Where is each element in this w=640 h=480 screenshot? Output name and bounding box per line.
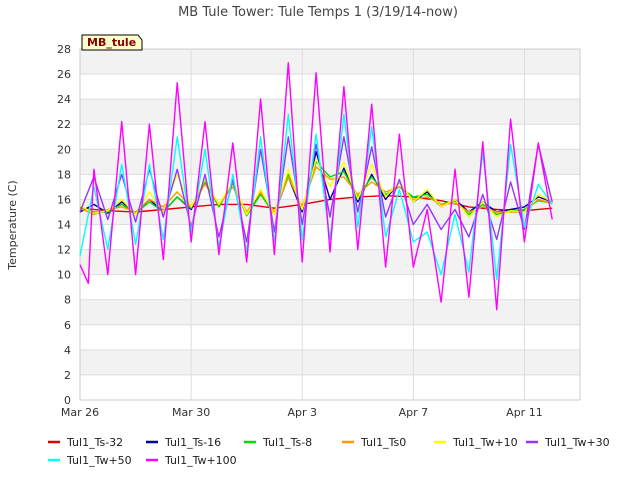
y-tick-label: 28: [57, 43, 71, 56]
legend-label: Tul1_Tw+10: [452, 436, 518, 449]
legend-label: Tul1_Ts-16: [164, 436, 221, 449]
chart-title: MB Tule Tower: Tule Temps 1 (3/19/14-now…: [178, 5, 458, 20]
series-line-Tul1_Tw+100: [79, 62, 553, 311]
x-tick-label: Mar 26: [61, 406, 99, 419]
y-tick-label: 12: [57, 244, 71, 257]
y-tick-label: 10: [57, 269, 71, 282]
plot-band: [80, 299, 580, 325]
y-tick-label: 6: [64, 319, 71, 332]
legend-label: Tul1_Tw+30: [544, 436, 610, 449]
legend-label: Tul1_Ts0: [360, 436, 406, 449]
y-tick-label: 18: [57, 168, 71, 181]
badge-shape: [81, 34, 143, 51]
legend-label: Tul1_Tw+50: [66, 454, 132, 467]
y-tick-label: 20: [57, 143, 71, 156]
y-tick-label: 16: [57, 193, 71, 206]
legend: Tul1_Ts-32 Tul1_Ts-16 Tul1_Ts-8 Tul1_Ts0 Tul…: [48, 436, 610, 467]
plot-band: [80, 49, 580, 75]
legend-label: Tul1_Ts-8: [262, 436, 312, 449]
plot-band: [80, 249, 580, 275]
station-badge: MB_tule: [81, 34, 143, 51]
y-tick-label: 4: [64, 344, 71, 357]
legend-label: Tul1_Tw+100: [164, 454, 237, 467]
x-tick-label: Apr 7: [399, 406, 429, 419]
series-line-Tul1_Tw+30: [79, 136, 553, 243]
y-axis-label: Temperature (C): [6, 180, 19, 270]
x-tick-label: Mar 30: [172, 406, 210, 419]
plot-band: [80, 99, 580, 125]
plot-border: [79, 48, 581, 401]
series-lines: [79, 62, 553, 311]
y-tick-label: 14: [57, 219, 71, 232]
plot-band: [80, 349, 580, 375]
legend-label: Tul1_Ts-32: [66, 436, 123, 449]
y-tick-label: 22: [57, 118, 71, 131]
y-tick-label: 24: [57, 93, 71, 106]
y-tick-label: 0: [64, 394, 71, 407]
x-axis-ticks: Mar 26 Mar 30 Apr 3 Apr 7 Apr 11: [61, 406, 543, 419]
badge-label: MB_tule: [87, 36, 136, 49]
plot-band: [80, 149, 580, 175]
x-tick-label: Apr 3: [287, 406, 317, 419]
y-tick-label: 2: [64, 369, 71, 382]
y-tick-label: 8: [64, 294, 71, 307]
x-tick-label: Apr 11: [506, 406, 543, 419]
y-tick-label: 26: [57, 68, 71, 81]
series-line-Tul1_Tw+10: [79, 158, 553, 218]
